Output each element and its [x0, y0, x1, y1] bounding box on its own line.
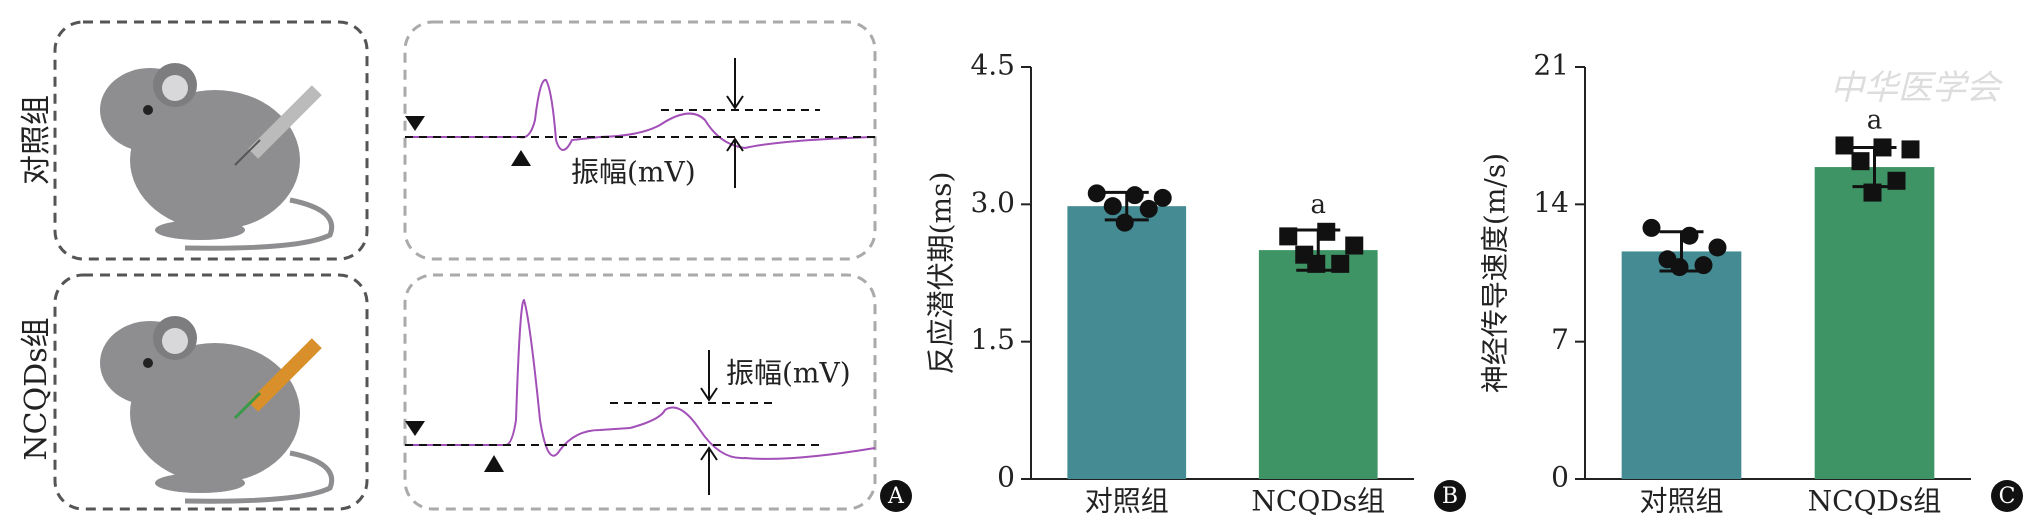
data-point: [1115, 213, 1134, 232]
data-point: [1901, 140, 1920, 159]
y-tick-label: 21: [1533, 49, 1569, 82]
row-label: 对照组: [19, 95, 54, 185]
watermark: 中华医学会: [1830, 68, 2004, 108]
row-label: NCQDs组: [19, 317, 54, 460]
data-point: [1873, 138, 1892, 157]
panel-letter-badge: [880, 480, 912, 512]
data-point: [1345, 236, 1364, 255]
data-point: [1103, 197, 1122, 216]
data-point: [1317, 222, 1336, 241]
data-point: [1835, 136, 1854, 155]
trace-box: [403, 273, 877, 511]
panel-letter: B: [1442, 484, 1458, 509]
mouse-illustration: [100, 63, 334, 504]
bar: [1621, 251, 1742, 479]
data-point: [1680, 226, 1699, 245]
emg-trace: [405, 58, 876, 495]
bar: [1258, 250, 1378, 479]
significance-label: a: [1867, 105, 1883, 135]
x-tick-label: NCQDs组: [1808, 485, 1942, 518]
y-tick-label: 14: [1533, 186, 1569, 219]
amplitude-label: 振幅(mV): [726, 357, 851, 390]
data-point: [1279, 227, 1298, 246]
y-tick-label: 3.0: [970, 186, 1015, 219]
data-point: [1708, 238, 1727, 257]
panel-letter: C: [1999, 484, 2016, 509]
data-point: [1125, 186, 1144, 205]
y-tick-label: 7: [1551, 323, 1569, 356]
y-axis-label: 反应潜伏期(ms): [925, 172, 958, 375]
mouse-box: [53, 273, 369, 511]
data-point: [1139, 199, 1158, 218]
data-point: [1887, 171, 1906, 190]
y-tick-label: 1.5: [970, 323, 1015, 356]
data-point: [1863, 183, 1882, 202]
x-tick-label: 对照组: [1085, 485, 1169, 518]
y-axis-label: 神经传导速度(m/s): [1479, 153, 1512, 393]
x-tick-label: 对照组: [1639, 485, 1723, 518]
data-point: [1670, 258, 1689, 277]
amplitude-label: 振幅(mV): [571, 156, 696, 189]
data-point: [1851, 152, 1870, 171]
panel-letter: A: [887, 484, 905, 509]
y-tick-label: 0: [997, 461, 1015, 494]
trace-box: [403, 20, 877, 261]
data-point: [1087, 184, 1106, 203]
data-point: [1642, 218, 1661, 237]
x-tick-label: NCQDs组: [1251, 485, 1385, 518]
significance-label: a: [1310, 190, 1326, 220]
data-point: [1694, 256, 1713, 275]
data-point: [1153, 188, 1172, 207]
y-tick-label: 0: [1551, 461, 1569, 494]
panel-letter-badge: [1434, 480, 1466, 512]
bar: [1067, 206, 1187, 480]
data-point: [1331, 254, 1350, 273]
panel-letter-badge: [1991, 480, 2023, 512]
y-tick-label: 4.5: [970, 49, 1015, 82]
mouse-box: [53, 20, 369, 261]
bar: [1814, 167, 1935, 480]
data-point: [1307, 254, 1326, 273]
